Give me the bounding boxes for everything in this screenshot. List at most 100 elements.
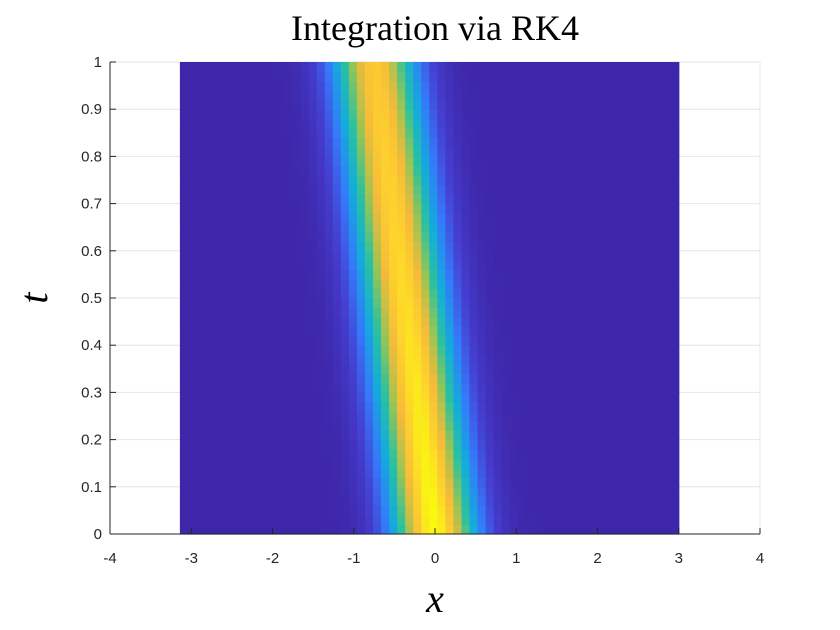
heatmap-cell <box>244 203 253 214</box>
heatmap-cell <box>550 99 559 110</box>
heatmap-cell <box>348 524 358 535</box>
heatmap-cell <box>332 382 342 393</box>
heatmap-cell <box>598 118 607 129</box>
heatmap-cell <box>204 146 213 157</box>
heatmap-cell <box>582 401 591 412</box>
heatmap-cell <box>614 194 624 205</box>
heatmap-cell <box>558 524 567 535</box>
heatmap-cell <box>453 392 463 403</box>
heatmap-cell <box>364 298 374 309</box>
heatmap-cell <box>220 71 229 82</box>
heatmap-cell <box>670 128 680 139</box>
heatmap-cell <box>252 288 261 299</box>
heatmap-cell <box>445 430 455 441</box>
heatmap-cell <box>413 392 422 403</box>
heatmap-cell <box>252 109 261 120</box>
heatmap-cell <box>590 260 599 271</box>
heatmap-cell <box>372 184 382 195</box>
heatmap-cell <box>220 364 229 375</box>
heatmap-cell <box>638 524 648 535</box>
heatmap-cell <box>598 222 607 233</box>
heatmap-cell <box>316 298 326 309</box>
heatmap-cell <box>220 269 229 280</box>
heatmap-cell <box>445 137 455 148</box>
heatmap-cell <box>356 335 366 346</box>
heatmap-cell <box>598 128 607 139</box>
heatmap-cell <box>501 222 511 233</box>
heatmap-cell <box>429 411 438 422</box>
heatmap-cell <box>179 213 189 224</box>
heatmap-cell <box>558 354 567 365</box>
heatmap-cell <box>356 222 366 233</box>
heatmap-cell <box>445 316 455 327</box>
heatmap-cell <box>437 231 447 242</box>
heatmap-cell <box>501 373 511 384</box>
heatmap-cell <box>300 316 310 327</box>
heatmap-cell <box>437 326 447 337</box>
heatmap-cell <box>550 175 559 186</box>
heatmap-cell <box>582 467 591 478</box>
heatmap-cell <box>533 420 543 431</box>
heatmap-cell <box>517 486 527 497</box>
heatmap-cell <box>187 260 197 271</box>
heatmap-cell <box>485 288 495 299</box>
heatmap-cell <box>509 439 519 450</box>
heatmap-cell <box>630 345 640 356</box>
heatmap-cell <box>429 194 438 205</box>
heatmap-cell <box>220 222 229 233</box>
y-tick-label: 0.5 <box>81 290 102 307</box>
heatmap-cell <box>533 231 543 242</box>
heatmap-cell <box>220 90 229 101</box>
heatmap-cell <box>469 401 479 412</box>
heatmap-cell <box>260 279 269 290</box>
heatmap-cell <box>324 524 334 535</box>
heatmap-cell <box>501 260 511 271</box>
heatmap-cell <box>509 165 519 176</box>
heatmap-cell <box>204 335 213 346</box>
heatmap-cell <box>187 213 197 224</box>
heatmap-cell <box>413 298 422 309</box>
heatmap-cell <box>421 316 430 327</box>
heatmap-cell <box>574 146 583 157</box>
heatmap-cell <box>348 184 358 195</box>
heatmap-cell <box>381 326 390 337</box>
heatmap-cell <box>421 373 430 384</box>
heatmap-cell <box>348 345 358 356</box>
heatmap-cell <box>260 307 269 318</box>
heatmap-cell <box>662 175 672 186</box>
heatmap-cell <box>445 467 455 478</box>
heatmap-cell <box>292 222 302 233</box>
heatmap-cell <box>405 449 414 460</box>
heatmap-cell <box>501 467 511 478</box>
heatmap-cell <box>187 345 197 356</box>
heatmap-cell <box>437 420 447 431</box>
heatmap-cell <box>566 411 575 422</box>
heatmap-cell <box>268 194 278 205</box>
heatmap-cell <box>614 118 624 129</box>
heatmap-cell <box>654 354 664 365</box>
heatmap-cell <box>187 175 197 186</box>
heatmap-cell <box>662 279 672 290</box>
heatmap-cell <box>381 137 390 148</box>
heatmap-cell <box>372 467 382 478</box>
heatmap-cell <box>525 222 535 233</box>
heatmap-cell <box>397 307 406 318</box>
heatmap-cell <box>574 307 583 318</box>
heatmap-cell <box>437 439 447 450</box>
heatmap-cell <box>622 137 632 148</box>
heatmap-cell <box>654 269 664 280</box>
heatmap-cell <box>212 345 221 356</box>
heatmap-cell <box>308 486 318 497</box>
heatmap-cell <box>598 467 607 478</box>
heatmap-cell <box>284 203 294 214</box>
heatmap-cell <box>485 231 495 242</box>
heatmap-cell <box>574 467 583 478</box>
heatmap-cell <box>533 165 543 176</box>
heatmap-cell <box>437 128 447 139</box>
heatmap-cell <box>228 382 237 393</box>
heatmap-cell <box>348 505 358 516</box>
heatmap-cell <box>252 401 261 412</box>
heatmap-cell <box>348 307 358 318</box>
heatmap-cell <box>276 231 286 242</box>
heatmap-cell <box>493 279 503 290</box>
